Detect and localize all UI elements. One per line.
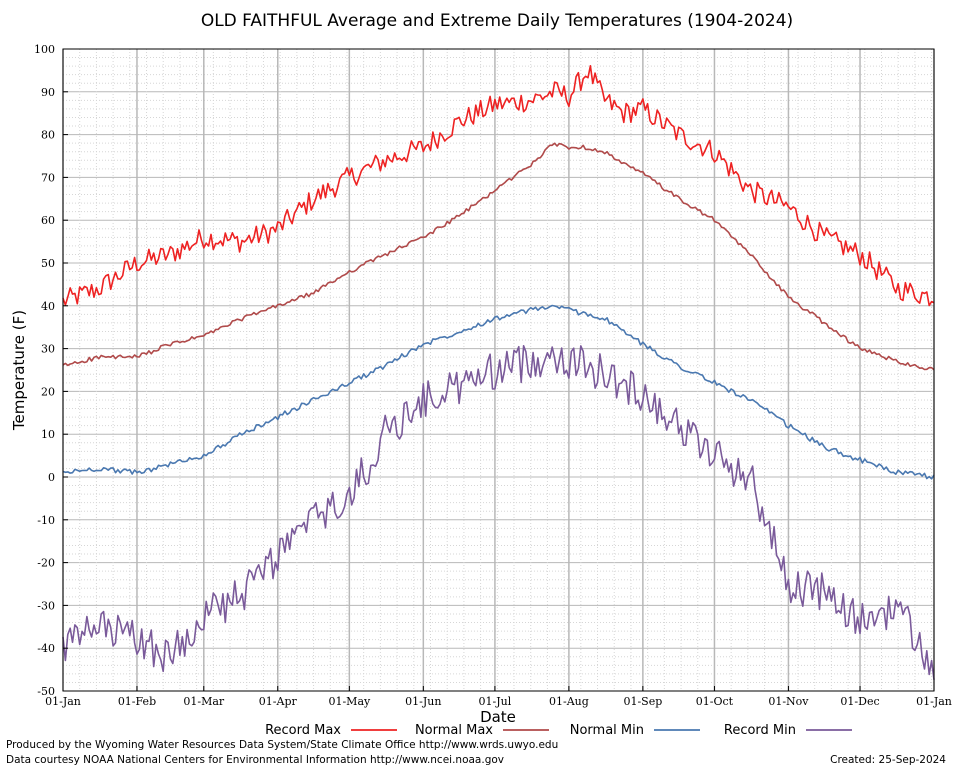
chart-grid bbox=[62, 48, 935, 692]
y-tick-label: 30 bbox=[41, 343, 55, 356]
y-tick-label: 70 bbox=[41, 171, 55, 184]
x-tick-label: 01-May bbox=[328, 695, 371, 708]
series-line-record-max bbox=[62, 65, 935, 307]
legend-label: Record Min bbox=[724, 723, 796, 738]
series-line-normal-max bbox=[62, 142, 935, 371]
y-tick-label: -20 bbox=[37, 557, 55, 570]
x-tick-label: 01-Sep bbox=[623, 695, 662, 708]
plot-frame bbox=[62, 48, 935, 692]
x-axis-label: Date bbox=[480, 708, 516, 726]
y-tick-label: 90 bbox=[41, 86, 55, 99]
chart-legend: Record Max Normal Max Normal Min Record Min bbox=[265, 723, 852, 738]
y-tick-label: 10 bbox=[41, 428, 55, 441]
x-tick-label: 01-Nov bbox=[768, 695, 809, 708]
y-tick-label: 0 bbox=[48, 471, 55, 484]
series-lines bbox=[62, 65, 935, 680]
footer-created-date: Created: 25-Sep-2024 bbox=[830, 754, 946, 766]
x-tick-label: 01-Dec bbox=[840, 695, 879, 708]
x-tick-label: 01-Aug bbox=[549, 695, 589, 708]
legend-label: Normal Min bbox=[570, 723, 644, 738]
series-line-normal-min bbox=[62, 304, 935, 480]
y-tick-label: 50 bbox=[41, 257, 55, 270]
x-tick-label: 01-Jan bbox=[45, 695, 81, 708]
x-tick-label: 01-Jul bbox=[479, 695, 512, 708]
footer-data-courtesy: Data courtesy NOAA National Centers for … bbox=[6, 754, 504, 766]
footer-produced-by: Produced by the Wyoming Water Resources … bbox=[6, 739, 558, 751]
y-tick-label: -10 bbox=[37, 514, 55, 527]
y-tick-label: 100 bbox=[34, 43, 55, 56]
x-tick-label: 01-Apr bbox=[259, 695, 298, 708]
x-tick-label: 01-Oct bbox=[696, 695, 734, 708]
y-tick-label: 20 bbox=[41, 385, 55, 398]
y-tick-label: 60 bbox=[41, 214, 55, 227]
y-axis-label: Temperature (F) bbox=[10, 310, 28, 431]
x-tick-label: 01-Jun bbox=[405, 695, 441, 708]
x-tick-label: 01-Jan bbox=[916, 695, 952, 708]
y-tick-label: 40 bbox=[41, 300, 55, 313]
y-tick-label: -50 bbox=[37, 685, 55, 698]
chart-title: OLD FAITHFUL Average and Extreme Daily T… bbox=[201, 11, 793, 31]
series-line-record-min bbox=[62, 344, 935, 680]
x-tick-label: 01-Mar bbox=[183, 695, 225, 708]
y-tick-label: 80 bbox=[41, 129, 55, 142]
x-axis-ticks: 01-Jan 01-Feb 01-Mar 01-Apr 01-May 01-Jun 01-J… bbox=[45, 686, 952, 708]
y-tick-label: -40 bbox=[37, 642, 55, 655]
legend-label: Normal Max bbox=[415, 723, 493, 738]
y-tick-label: -30 bbox=[37, 599, 55, 612]
legend-label: Record Max bbox=[265, 723, 341, 738]
x-tick-label: 01-Feb bbox=[118, 695, 156, 708]
